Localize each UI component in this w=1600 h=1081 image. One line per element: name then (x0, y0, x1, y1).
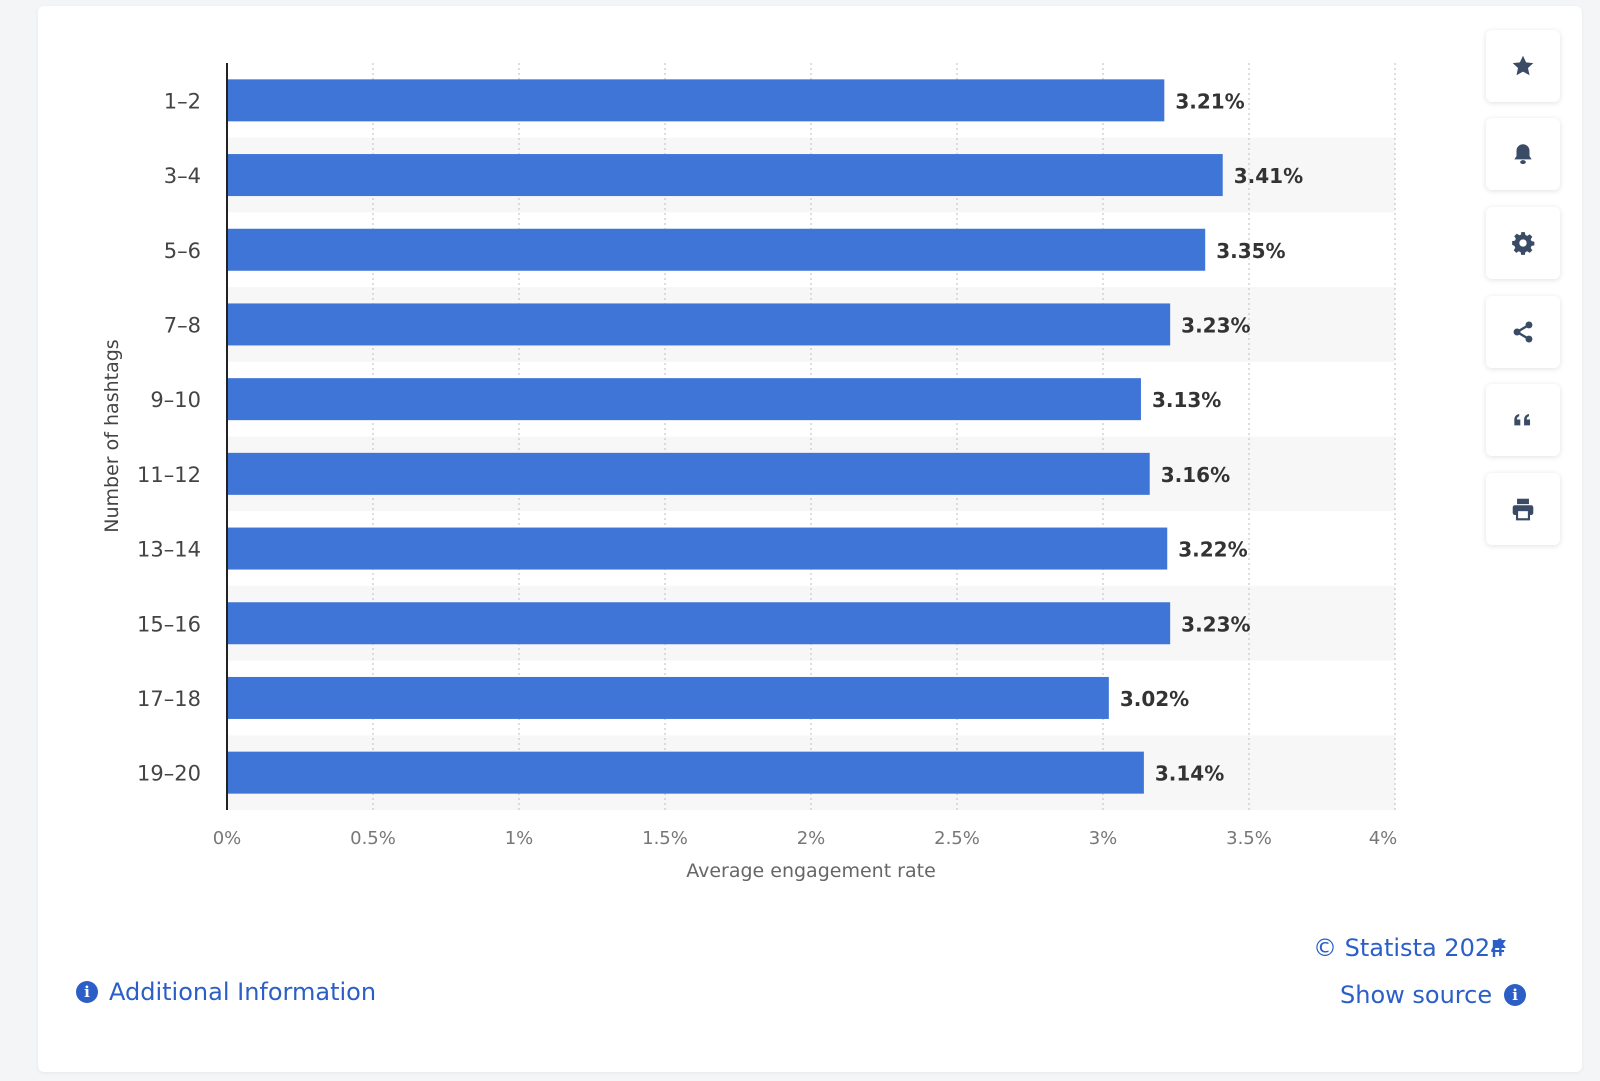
show-source-text: Show source (1340, 981, 1493, 1009)
value-label: 3.41% (1234, 164, 1303, 188)
x-tick-label: 0% (213, 828, 242, 849)
y-tick-label: 11–12 (137, 463, 201, 487)
show-source-link[interactable]: Show source i (1340, 981, 1527, 1009)
y-axis-title: Number of hashtags (101, 339, 123, 532)
flag-icon[interactable] (1491, 938, 1509, 958)
star-icon (1512, 55, 1534, 76)
x-tick-label: 4% (1369, 828, 1398, 849)
quote-icon (1514, 414, 1531, 426)
bell-icon (1514, 144, 1532, 165)
bar[interactable] (227, 751, 1144, 794)
y-tick-label: 15–16 (137, 612, 201, 636)
value-label: 3.13% (1152, 388, 1221, 412)
x-tick-label: 1.5% (642, 828, 688, 849)
value-label: 3.22% (1178, 538, 1247, 562)
bar[interactable] (227, 602, 1171, 645)
x-tick-label: 2% (797, 828, 826, 849)
x-tick-label: 3.5% (1226, 828, 1272, 849)
y-tick-label: 5–6 (164, 239, 201, 263)
value-label: 3.14% (1155, 762, 1224, 786)
x-tick-label: 1% (505, 828, 534, 849)
y-tick-labels: 1–2 3–4 5–6 7–8 9–10 11–12 13–14 15–16 17–18 19–2… (137, 89, 201, 785)
value-label: 3.23% (1181, 313, 1250, 337)
info-icon: i (1504, 984, 1527, 1006)
x-axis-title: Average engagement rate (686, 860, 936, 882)
bar[interactable] (227, 154, 1223, 197)
bar[interactable] (227, 79, 1165, 122)
y-tick-label: 7–8 (164, 313, 201, 337)
printer-icon (1512, 498, 1534, 521)
print-button[interactable] (1486, 473, 1560, 545)
x-tick-labels: 0% 0.5% 1% 1.5% 2% 2.5% 3% 3.5% 4% (213, 828, 1398, 849)
value-label: 3.02% (1120, 687, 1189, 711)
y-tick-label: 19–20 (137, 762, 201, 786)
value-label: 3.35% (1216, 239, 1285, 263)
value-label: 3.21% (1175, 89, 1244, 113)
additional-information-text: Additional Information (109, 978, 377, 1006)
y-tick-label: 13–14 (137, 538, 201, 562)
y-tick-label: 1–2 (164, 89, 201, 113)
y-tick-label: 3–4 (164, 164, 201, 188)
share-button[interactable] (1486, 296, 1560, 368)
favorite-button[interactable] (1486, 30, 1560, 102)
x-tick-label: 2.5% (934, 828, 980, 849)
bar[interactable] (227, 303, 1171, 346)
cite-button[interactable] (1486, 384, 1560, 456)
bar[interactable] (227, 527, 1168, 570)
value-label: 3.16% (1161, 463, 1230, 487)
copyright-label: © Statista 2024 (1313, 934, 1505, 962)
value-label: 3.23% (1181, 612, 1250, 636)
share-icon (1513, 321, 1533, 343)
copyright-text: © Statista 2024 (1313, 934, 1506, 962)
gear-icon (1512, 232, 1535, 255)
settings-button[interactable] (1486, 207, 1560, 279)
info-icon: i (76, 981, 98, 1003)
additional-information-link[interactable]: i Additional Information (76, 978, 376, 1006)
y-tick-label: 9–10 (150, 388, 201, 412)
bars (227, 79, 1223, 794)
bar[interactable] (227, 452, 1150, 495)
x-tick-label: 0.5% (350, 828, 396, 849)
bar[interactable] (227, 676, 1109, 719)
bar[interactable] (227, 378, 1141, 421)
value-labels: 3.21% 3.41% 3.35% 3.23% 3.13% 3.16% 3.22% 3.23%… (1120, 89, 1303, 785)
notification-button[interactable] (1486, 118, 1560, 190)
bar[interactable] (227, 228, 1206, 271)
y-tick-label: 17–18 (137, 687, 201, 711)
x-tick-label: 3% (1089, 828, 1118, 849)
